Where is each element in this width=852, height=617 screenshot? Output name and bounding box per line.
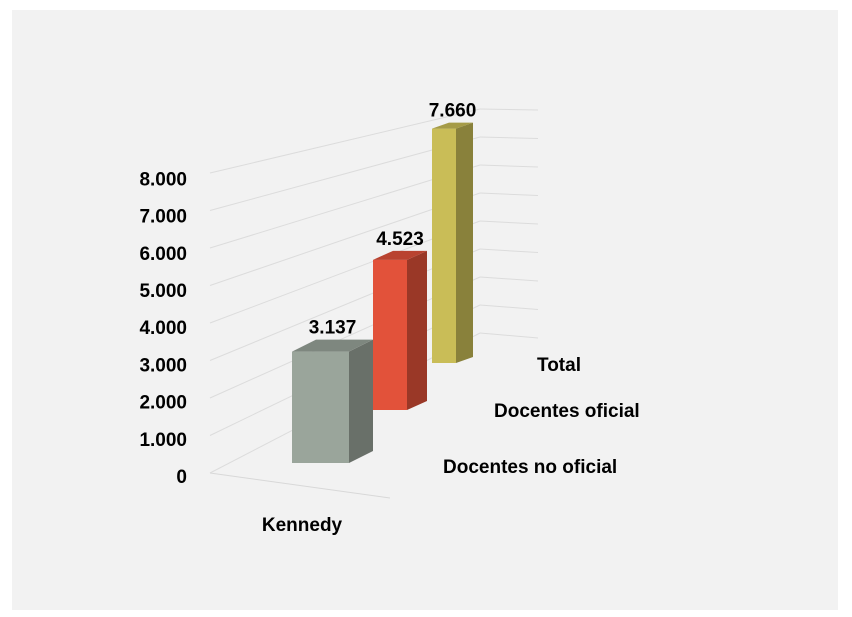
data-label: 4.523 (376, 229, 424, 250)
gridline (479, 108, 539, 111)
gridline (479, 136, 539, 139)
gridline (209, 108, 481, 174)
y-tick-label: 6.000 (139, 244, 187, 265)
bar-top (373, 250, 427, 260)
bar-side (407, 250, 427, 410)
series-label: Total (537, 355, 581, 376)
bars: 7.660 4.523 3.137 (292, 101, 476, 463)
gridline (479, 220, 539, 225)
series-label: Docentes no oficial (443, 457, 617, 478)
gridline (479, 192, 539, 196)
gridline (479, 304, 539, 310)
y-axis-tick-labels: 0 1.000 2.000 3.000 4.000 5.000 6.000 7.000 8.00… (139, 169, 187, 488)
floor-front-edge (209, 472, 391, 499)
gridline (479, 332, 539, 339)
y-tick-label: 3.000 (139, 355, 187, 376)
bar-front (432, 128, 456, 363)
bar-0: 3.137 (292, 318, 373, 463)
bar-front (373, 259, 407, 410)
gridlines-side-wall (479, 108, 539, 339)
bar-1: 4.523 (373, 229, 427, 410)
data-label: 3.137 (309, 318, 357, 339)
bar-2: 7.660 (429, 101, 477, 363)
bar-top (292, 339, 373, 352)
y-tick-label: 0 (176, 467, 187, 488)
y-tick-label: 7.000 (139, 207, 187, 228)
y-tick-label: 5.000 (139, 281, 187, 302)
gridline (479, 248, 539, 253)
y-tick-label: 4.000 (139, 318, 187, 339)
y-tick-label: 8.000 (139, 169, 187, 190)
bar-front (292, 351, 349, 463)
data-label: 7.660 (429, 101, 477, 122)
bar-side (456, 122, 473, 363)
depth-axis-series-labels: Docentes no oficial Docentes oficial Total (443, 355, 640, 478)
series-label: Docentes oficial (494, 401, 640, 422)
gridline (479, 276, 539, 282)
y-tick-label: 2.000 (139, 393, 187, 414)
bar-side (349, 339, 373, 463)
y-tick-label: 1.000 (139, 430, 187, 451)
x-category-label: Kennedy (262, 515, 343, 536)
bar-top (432, 122, 473, 129)
gridline (479, 164, 539, 168)
